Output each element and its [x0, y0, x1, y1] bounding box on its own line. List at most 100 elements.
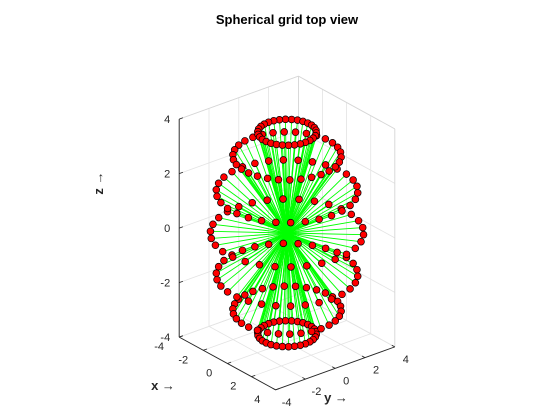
data-point-marker: [238, 246, 247, 255]
data-point-marker: [206, 227, 215, 236]
data-point-marker: [331, 317, 340, 325]
data-point-marker: [207, 234, 216, 243]
z-tick-mark: [179, 335, 184, 338]
y-tick-mark: [302, 377, 306, 380]
data-point-marker: [359, 230, 368, 239]
stem-line: [285, 119, 288, 234]
stem-line: [286, 213, 352, 234]
data-point-marker: [274, 175, 283, 184]
y-tick-label: 0: [343, 375, 349, 387]
stem-line: [278, 179, 288, 234]
data-point-marker: [237, 165, 246, 173]
z-tick-mark: [179, 171, 184, 174]
data-point-marker: [308, 241, 317, 250]
y-tick-label: -4: [282, 397, 292, 409]
data-point-marker: [333, 248, 341, 257]
data-point-marker: [286, 330, 294, 338]
data-point-marker: [312, 286, 321, 294]
x-tick-mark: [275, 388, 280, 391]
data-point-marker: [308, 158, 317, 166]
x-axis-label: x →: [151, 378, 175, 393]
wall-x-gridline-z: [179, 130, 299, 174]
data-point-marker: [244, 323, 253, 331]
stem-line: [286, 220, 359, 234]
stem-line: [233, 232, 288, 315]
data-point-marker: [212, 185, 221, 194]
z-tick-label: 0: [164, 223, 170, 235]
data-point-marker: [351, 195, 360, 204]
data-point-marker: [317, 324, 325, 333]
data-point-marker: [317, 170, 325, 179]
data-point-marker: [302, 283, 311, 292]
data-point-marker: [349, 259, 357, 268]
data-point-marker: [301, 217, 310, 226]
stem-line: [215, 232, 288, 246]
data-point-marker: [342, 170, 351, 178]
stem-line: [286, 144, 296, 234]
stem-line: [286, 232, 323, 264]
data-point-marker: [297, 329, 305, 338]
data-point-marker: [310, 197, 319, 205]
data-point-marker: [342, 250, 351, 259]
stem-line: [286, 142, 306, 234]
stem-line: [286, 232, 292, 268]
data-point-marker: [358, 223, 367, 232]
wall-y-gridline-z: [298, 293, 395, 348]
stem-line: [248, 232, 288, 328]
data-point-marker: [217, 282, 225, 290]
data-point-marker: [214, 262, 223, 271]
data-point-marker: [307, 327, 316, 336]
box-edge: [298, 75, 395, 130]
z-tick-label: 2: [164, 169, 170, 181]
data-point-marker: [286, 176, 294, 184]
data-point-marker: [263, 196, 271, 204]
x-tick-label: -4: [154, 341, 164, 353]
stem-line: [274, 232, 288, 267]
stem-line: [265, 141, 288, 234]
x-tick-label: 0: [206, 368, 212, 380]
data-point-marker: [237, 319, 246, 327]
x-tick-mark: [251, 374, 256, 378]
box-edge: [179, 75, 299, 120]
data-point-marker: [325, 200, 333, 209]
z-axis-label: z →: [91, 171, 106, 194]
y-tick-mark: [361, 355, 366, 358]
data-point-marker: [272, 302, 280, 310]
stem-line: [244, 140, 288, 234]
data-point-marker: [272, 218, 280, 227]
data-point-marker: [235, 202, 243, 211]
data-point-marker: [232, 160, 241, 169]
data-point-marker: [327, 295, 336, 303]
data-point-marker: [244, 213, 253, 222]
data-point-marker: [234, 141, 243, 149]
stem-line: [286, 142, 333, 234]
data-point-marker: [294, 239, 302, 248]
data-point-marker: [241, 257, 249, 266]
label-layer: Spherical grid top view x → y → z → -4 -2…: [91, 12, 409, 409]
z-tick-label: 4: [164, 114, 170, 126]
data-point-marker: [233, 209, 241, 218]
data-point-marker: [244, 169, 253, 177]
data-point-marker: [338, 207, 346, 215]
data-point-marker: [287, 263, 295, 271]
data-point-marker: [279, 239, 288, 248]
stem-line: [267, 232, 288, 333]
stem-line: [257, 232, 288, 331]
stem-line: [212, 223, 288, 234]
data-point-marker: [228, 167, 236, 176]
data-point-marker: [302, 129, 311, 138]
data-point-marker: [264, 157, 273, 165]
stem-line: [218, 217, 288, 234]
data-point-marker: [297, 175, 305, 183]
stem-line: [286, 232, 362, 243]
data-point-marker: [321, 161, 330, 169]
data-point-marker: [354, 216, 363, 225]
data-point-marker: [233, 293, 241, 301]
data-point-marker: [307, 173, 316, 182]
stem-line: [211, 232, 288, 239]
data-point-marker: [213, 275, 221, 284]
data-point-marker: [217, 198, 225, 207]
x-tick-mark: [203, 348, 208, 351]
y-tick-mark: [331, 366, 336, 369]
stem-line: [286, 138, 326, 234]
